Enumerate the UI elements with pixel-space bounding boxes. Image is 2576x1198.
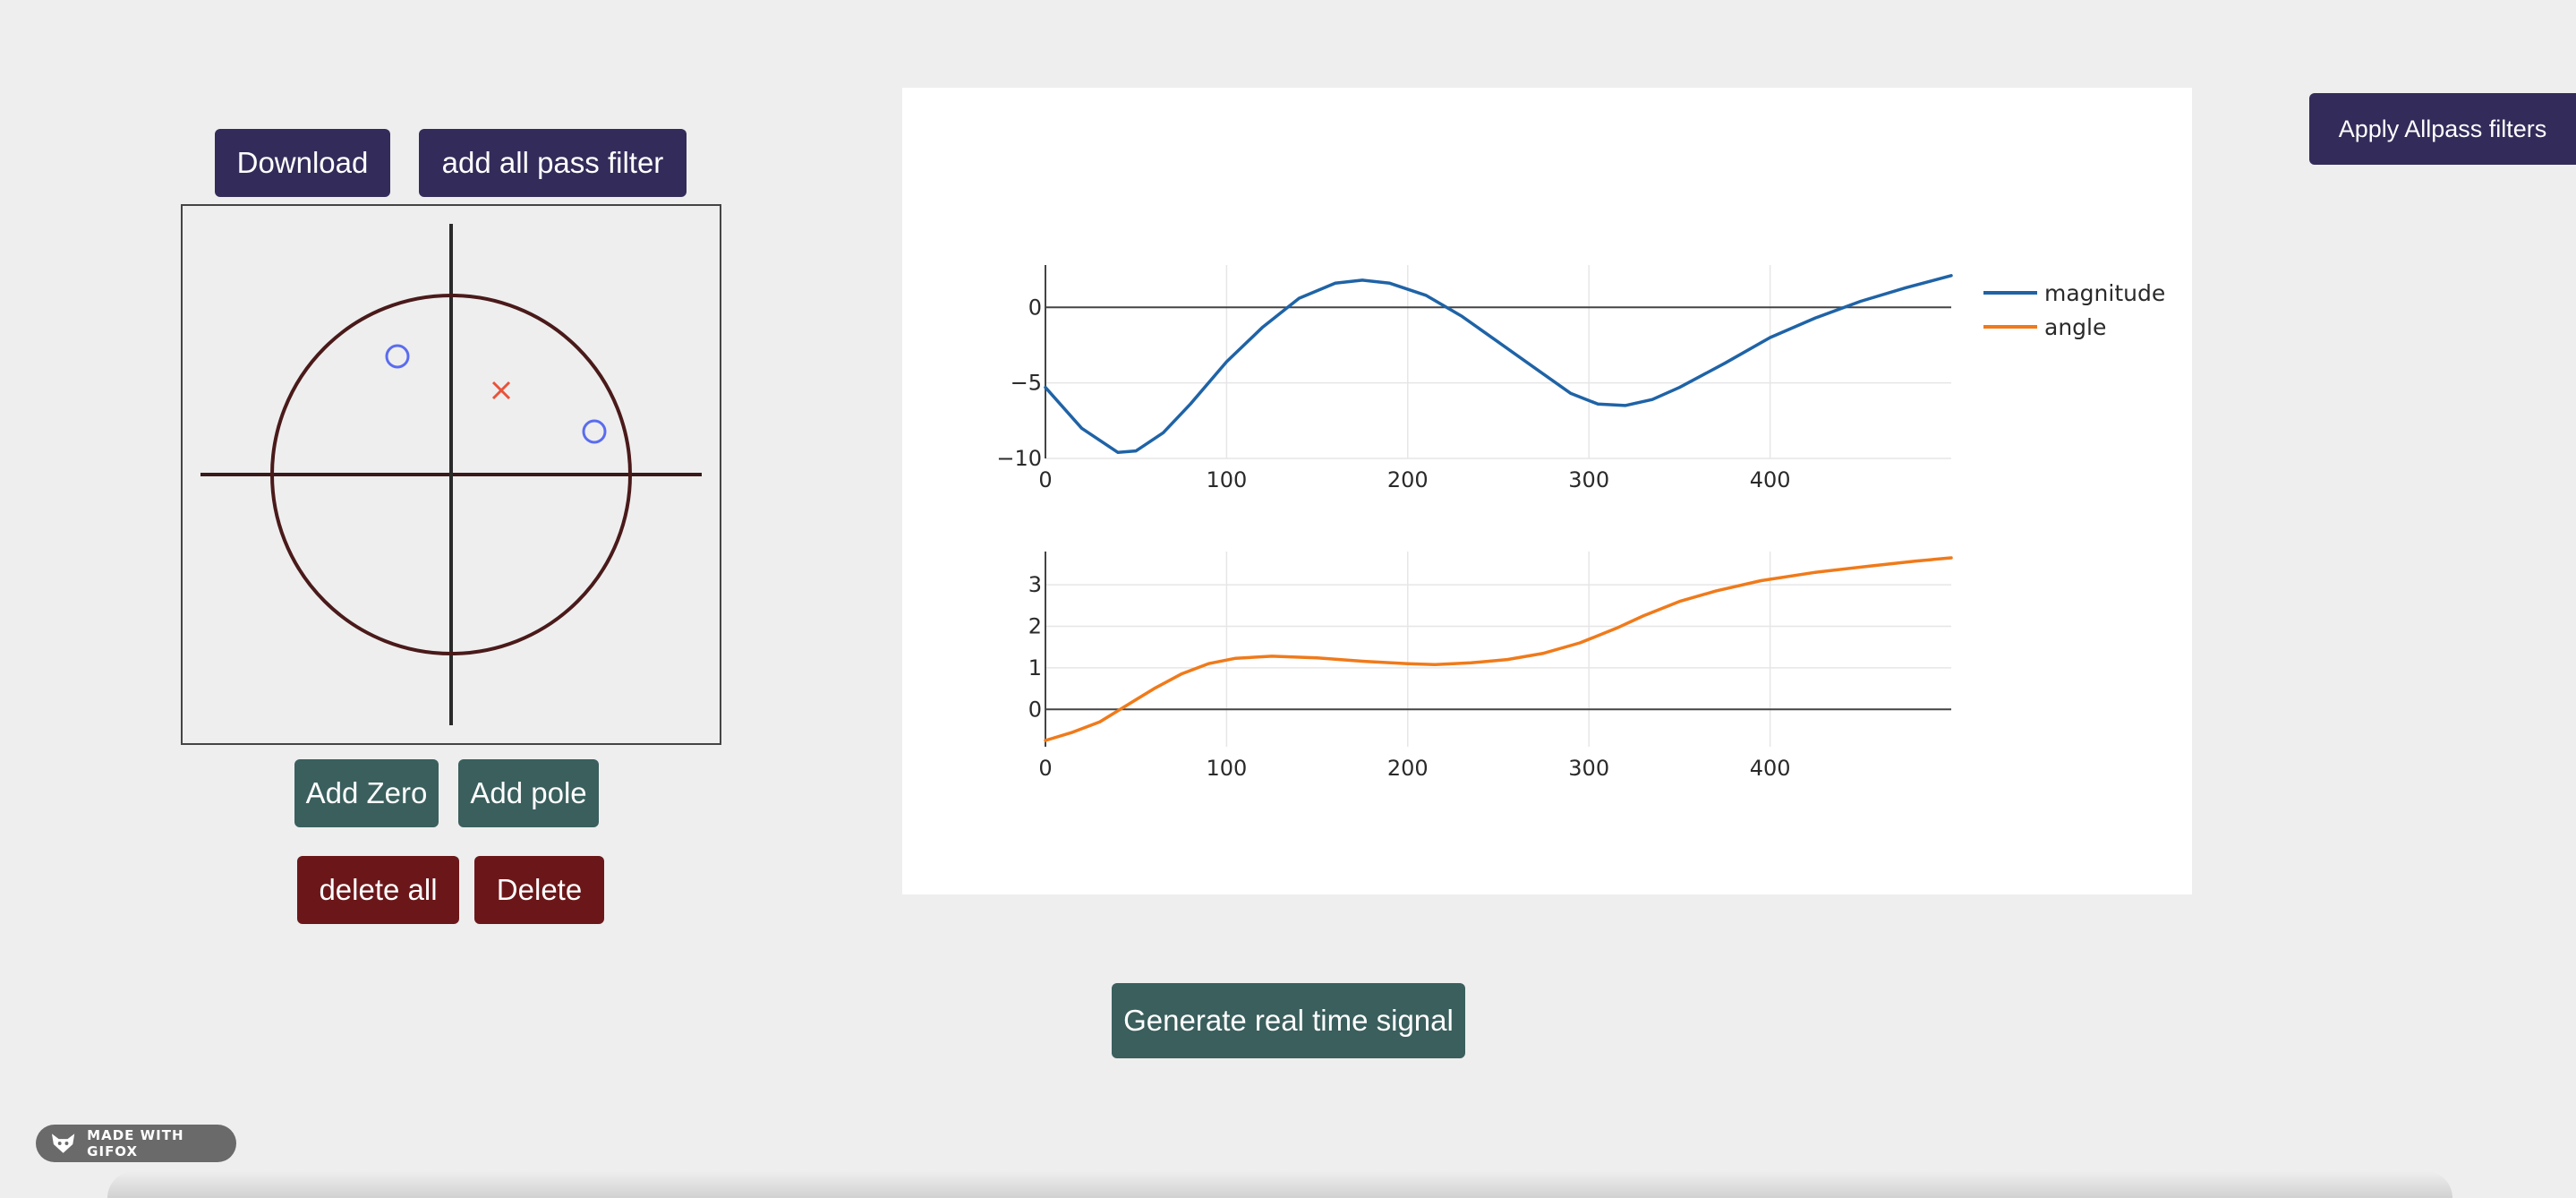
magnitude-x-tick-label: 100 <box>1206 467 1247 492</box>
delete-button[interactable]: Delete <box>474 856 604 924</box>
angle-y-tick-label: 0 <box>1028 697 1042 722</box>
angle-x-tick-label: 400 <box>1750 756 1791 781</box>
magnitude-plot: 0 100 200 300 400 0 −5 −10 <box>996 265 1953 492</box>
magnitude-x-tick-label: 300 <box>1568 467 1609 492</box>
angle-x-tick-label: 100 <box>1206 756 1247 781</box>
angle-plot: 0 100 200 300 400 0 1 2 3 <box>1028 552 1953 781</box>
download-button[interactable]: Download <box>215 129 390 197</box>
magnitude-y-tick-label: 0 <box>1028 295 1042 320</box>
delete-all-button[interactable]: delete all <box>297 856 459 924</box>
legend-label-magnitude[interactable]: magnitude <box>2044 280 2165 306</box>
zero-marker[interactable] <box>385 344 410 369</box>
z-plane-canvas[interactable] <box>181 204 721 745</box>
z-plane-plot[interactable] <box>183 206 720 743</box>
magnitude-series-line[interactable] <box>1044 274 1953 455</box>
angle-y-tick-label: 3 <box>1028 572 1042 597</box>
generate-real-time-signal-button[interactable]: Generate real time signal <box>1112 983 1465 1058</box>
legend-label-angle[interactable]: angle <box>2044 314 2106 340</box>
frequency-response-panel: 0 100 200 300 400 0 −5 −10 0 100 200 300 400 0 1 2 3 ma… <box>902 88 2192 894</box>
add-all-pass-filter-button[interactable]: add all pass filter <box>419 129 687 197</box>
frequency-response-plots[interactable]: 0 100 200 300 400 0 −5 −10 0 100 200 300 400 0 1 2 3 ma… <box>902 88 2192 894</box>
angle-x-tick-label: 300 <box>1568 756 1609 781</box>
add-pole-button[interactable]: Add pole <box>458 759 599 827</box>
angle-y-tick-label: 1 <box>1028 655 1042 680</box>
unit-circle <box>270 294 632 655</box>
made-with-gifox-badge: MADE WITH GIFOX <box>36 1125 236 1162</box>
angle-x-tick-label: 0 <box>1038 756 1052 781</box>
angle-series-line[interactable] <box>1044 556 1953 742</box>
legend: magnitude angle <box>1983 280 2165 340</box>
fox-icon <box>51 1134 75 1153</box>
pole-marker[interactable] <box>491 381 511 400</box>
angle-x-tick-label: 200 <box>1387 756 1429 781</box>
apply-allpass-filters-button[interactable]: Apply Allpass filters <box>2309 93 2576 165</box>
zero-marker[interactable] <box>582 419 607 444</box>
gifox-label: MADE WITH GIFOX <box>87 1127 184 1159</box>
magnitude-y-tick-label: −10 <box>996 446 1042 471</box>
magnitude-y-tick-label: −5 <box>1011 371 1042 396</box>
bottom-shadow <box>107 1171 2452 1198</box>
add-zero-button[interactable]: Add Zero <box>294 759 439 827</box>
angle-y-tick-label: 2 <box>1028 613 1042 638</box>
magnitude-x-tick-label: 400 <box>1750 467 1791 492</box>
magnitude-x-tick-label: 0 <box>1038 467 1052 492</box>
magnitude-x-tick-label: 200 <box>1387 467 1429 492</box>
